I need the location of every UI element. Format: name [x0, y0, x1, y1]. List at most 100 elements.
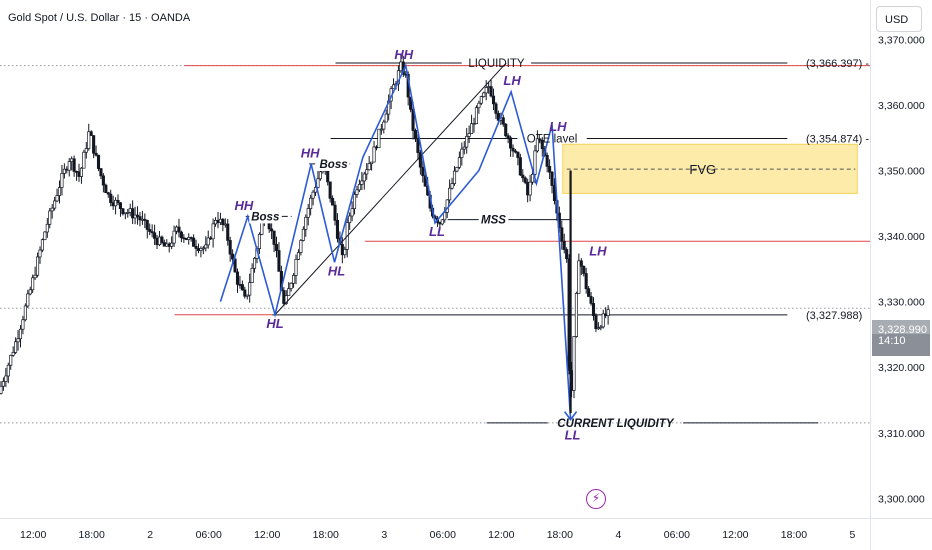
symbol-title[interactable]: Gold Spot / U.S. Dollar · 15 · OANDA [8, 12, 191, 24]
time-axis-separator [0, 518, 932, 519]
candle-body [391, 84, 396, 90]
currency-selector[interactable]: USD [876, 6, 922, 32]
candle-body [216, 220, 220, 223]
candle-body [257, 233, 261, 249]
candle-body [6, 364, 10, 377]
candle-body [331, 197, 335, 206]
candle-body [599, 326, 603, 329]
candle-body [562, 240, 566, 250]
swing-label-hh: HH [234, 198, 253, 213]
candle-body [31, 277, 35, 291]
boss-label: Boss [251, 211, 279, 223]
y-tick-label: 3,330.000 [878, 297, 925, 309]
candle-body [509, 137, 513, 149]
candle-body [540, 139, 544, 150]
candle-body [550, 171, 554, 186]
x-tick-label: 5 [850, 529, 856, 541]
candle-body [489, 86, 493, 97]
candle-body [135, 214, 140, 217]
candle-body [36, 256, 40, 276]
candle-body [577, 260, 581, 294]
candle-body [367, 163, 371, 171]
candle-body [238, 284, 242, 286]
candle-body [474, 107, 479, 124]
swing-label-lh: LH [549, 119, 567, 134]
candle-body [272, 230, 276, 245]
candle-body [482, 92, 486, 97]
swing-label-ll: LL [429, 224, 445, 239]
candle-body [248, 282, 252, 296]
candle-body [189, 237, 193, 239]
candle-body [421, 166, 425, 177]
candle-body [77, 171, 81, 177]
candle-body [472, 123, 476, 125]
candle-body [260, 221, 264, 235]
candle-body [477, 102, 481, 109]
candle-body [16, 338, 20, 343]
candle-body [143, 218, 147, 221]
boss-label-bg [317, 155, 350, 171]
candle-body [11, 352, 15, 356]
x-tick-label: 06:00 [430, 529, 456, 541]
candle-body [282, 290, 286, 304]
candle-body [574, 293, 578, 337]
candle-body [370, 161, 374, 165]
candle-body [601, 313, 605, 328]
candle-body [182, 237, 186, 240]
candle-body [48, 210, 52, 225]
x-tick-label: 3 [381, 529, 387, 541]
candle-body [494, 103, 498, 114]
candle-body [340, 244, 344, 256]
candle-body [155, 238, 159, 246]
candle-body [23, 305, 27, 321]
candle-body [533, 150, 537, 175]
candle-body [131, 208, 135, 219]
candle-body [467, 133, 471, 137]
candle-body [196, 248, 201, 251]
candle-body [372, 146, 376, 163]
candle-body [184, 237, 188, 240]
x-tick-label: 12:00 [20, 529, 46, 541]
candle-body [292, 275, 296, 284]
candle-body [57, 187, 62, 196]
candle-body [240, 284, 244, 291]
candle-body [157, 236, 162, 246]
candle-body [33, 274, 37, 279]
bar-countdown: 14:10 [878, 335, 906, 347]
candle-body [111, 202, 115, 207]
candle-body [506, 135, 510, 139]
candle-body [448, 187, 452, 201]
candle-body [484, 87, 488, 94]
candle-body [167, 243, 171, 247]
candle-body [382, 121, 386, 130]
candle-body [128, 208, 132, 213]
swing-label-hl: HL [328, 263, 345, 278]
candle-body [116, 199, 120, 204]
candle-body [379, 128, 383, 131]
candle-body [560, 227, 564, 242]
candle-body [572, 336, 576, 391]
level-label: CURRENT LIQUIDITY [557, 418, 675, 430]
candle-body [343, 249, 347, 256]
candle-body [270, 228, 274, 232]
trend-line[interactable] [274, 62, 507, 316]
price-axis-separator [870, 0, 871, 550]
candle-body [9, 354, 13, 366]
candle-body [43, 231, 47, 241]
candle-body [523, 177, 527, 183]
y-tick-label: 3,360.000 [878, 100, 925, 112]
candle-body [304, 216, 308, 230]
candle-body [89, 131, 93, 136]
candle-body [306, 208, 310, 218]
candle-body [413, 130, 418, 140]
candle-body [226, 223, 230, 241]
candle-body [545, 154, 549, 167]
candle-body [101, 175, 105, 186]
fvg-label: FVG [689, 162, 716, 177]
candle-body [174, 226, 179, 232]
market-structure-line[interactable] [219, 62, 572, 420]
candle-body [460, 148, 464, 158]
candle-body [67, 161, 71, 171]
lightning-icon[interactable]: ⚡ [586, 489, 606, 509]
